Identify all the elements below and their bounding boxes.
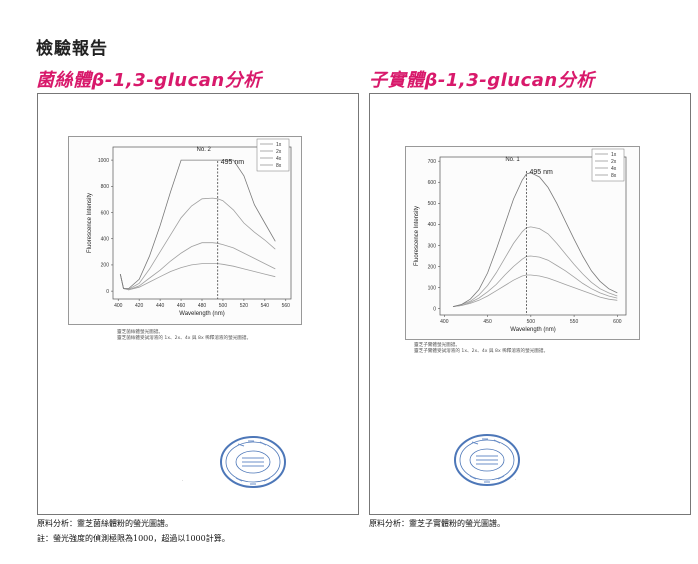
section-title-fruiting-body: 子實體β-1,3-glucan分析	[369, 70, 595, 91]
caption-title: 靈芝子實體螢光圖譜。	[414, 343, 460, 348]
chart-frame: 400 450 500 550 600 0 100 200 300 400 500 600 700 Wav…	[405, 146, 640, 340]
y-tick-label: 400	[428, 222, 437, 228]
y-tick-label: 300	[428, 243, 437, 249]
series-line-8x	[452, 172, 618, 307]
y-tick-label: 600	[101, 210, 110, 216]
note-detection-limit: 註：螢光強度的偵測極限為1000，超過以1000計算。	[37, 534, 230, 543]
y-tick-label: 100	[428, 285, 437, 291]
note-analysis-fruiting-body: 原料分析：靈芝子實體粉的螢光圖譜。	[369, 519, 505, 528]
series-line-1x	[119, 263, 276, 291]
x-tick-label: 500	[219, 303, 228, 309]
page-mark: ·	[182, 478, 184, 483]
x-tick-label: 450	[483, 319, 492, 325]
x-tick-label: 420	[135, 303, 144, 309]
y-tick-label: 1000	[98, 158, 109, 164]
x-tick-label: 520	[240, 303, 249, 309]
peak-annotation: 495 nm	[221, 159, 245, 166]
series-line-4x	[452, 226, 618, 307]
x-tick-label: 500	[527, 319, 536, 325]
x-tick-label: 400	[114, 303, 123, 309]
y-tick-label: 800	[101, 184, 110, 190]
y-axis-label: Fluorescence Intensity	[414, 206, 420, 266]
caption-text: 靈芝菌絲體受試溶液的 1x、2x、4x 與 8x 稀釋溶液的螢光圖譜。	[117, 336, 252, 341]
y-tick-label: 600	[428, 180, 437, 186]
series-line-4x	[119, 197, 276, 290]
report-document-mycelium: 400 420 440 460 480 500 520 540 560 0 200 400 600 800…	[37, 93, 359, 515]
page-mark: ·	[515, 477, 517, 482]
x-tick-label: 550	[570, 319, 579, 325]
x-axis-label: Wavelength (nm)	[510, 327, 555, 333]
legend-label: 4x	[611, 166, 617, 172]
series-line-2x	[119, 242, 276, 291]
section-title-mycelium: 菌絲體β-1,3-glucan分析	[36, 70, 262, 91]
report-document-fruiting-body: 400 450 500 550 600 0 100 200 300 400 500 600 700 Wav…	[369, 93, 691, 515]
chart-title: No. 2	[197, 147, 212, 153]
caption-title: 靈芝菌絲體螢光圖譜。	[117, 330, 163, 335]
series-line-8x	[119, 159, 276, 289]
chart-title: No. 1	[505, 157, 520, 163]
chart-frame: 400 420 440 460 480 500 520 540 560 0 200 400 600 800…	[68, 136, 302, 325]
legend-label: 8x	[611, 173, 617, 179]
y-tick-label: 0	[433, 306, 436, 312]
x-tick-label: 600	[613, 319, 622, 325]
x-axis-label: Wavelength (nm)	[179, 311, 224, 317]
official-seal-icon	[454, 434, 520, 486]
official-seal-icon	[220, 436, 286, 488]
legend-label: 2x	[611, 159, 617, 165]
y-tick-label: 400	[101, 237, 110, 243]
x-tick-label: 560	[282, 303, 291, 309]
x-tick-label: 400	[440, 319, 449, 325]
fluorescence-chart-fruiting-body: 400 450 500 550 600 0 100 200 300 400 500 600 700 Wav…	[414, 148, 627, 333]
series-line-1x	[452, 274, 618, 307]
y-tick-label: 500	[428, 201, 437, 207]
legend-label: 1x	[611, 152, 617, 158]
caption-text: 靈芝子實體受試溶液的 1x、2x、4x 與 8x 稀釋溶液的螢光圖譜。	[414, 349, 549, 354]
x-tick-label: 440	[156, 303, 165, 309]
y-tick-label: 200	[428, 264, 437, 270]
legend-label: 4x	[276, 156, 282, 162]
series-line-2x	[452, 255, 618, 307]
y-tick-label: 0	[106, 289, 109, 295]
y-tick-label: 200	[101, 263, 110, 269]
legend-label: 1x	[276, 142, 282, 148]
plot-area	[439, 156, 627, 316]
x-tick-label: 460	[177, 303, 186, 309]
note-analysis-mycelium: 原料分析：靈芝菌絲體粉的螢光圖譜。	[37, 519, 173, 528]
x-tick-label: 540	[261, 303, 270, 309]
peak-annotation: 495 nm	[530, 169, 554, 176]
legend-label: 8x	[276, 163, 282, 169]
legend-label: 2x	[276, 149, 282, 155]
y-axis-label: Fluorescence Intensity	[87, 193, 93, 253]
page-title: 檢驗報告	[36, 39, 108, 59]
x-tick-label: 480	[198, 303, 207, 309]
fluorescence-chart-mycelium: 400 420 440 460 480 500 520 540 560 0 200 400 600 800…	[87, 138, 292, 317]
y-tick-label: 700	[428, 159, 437, 165]
